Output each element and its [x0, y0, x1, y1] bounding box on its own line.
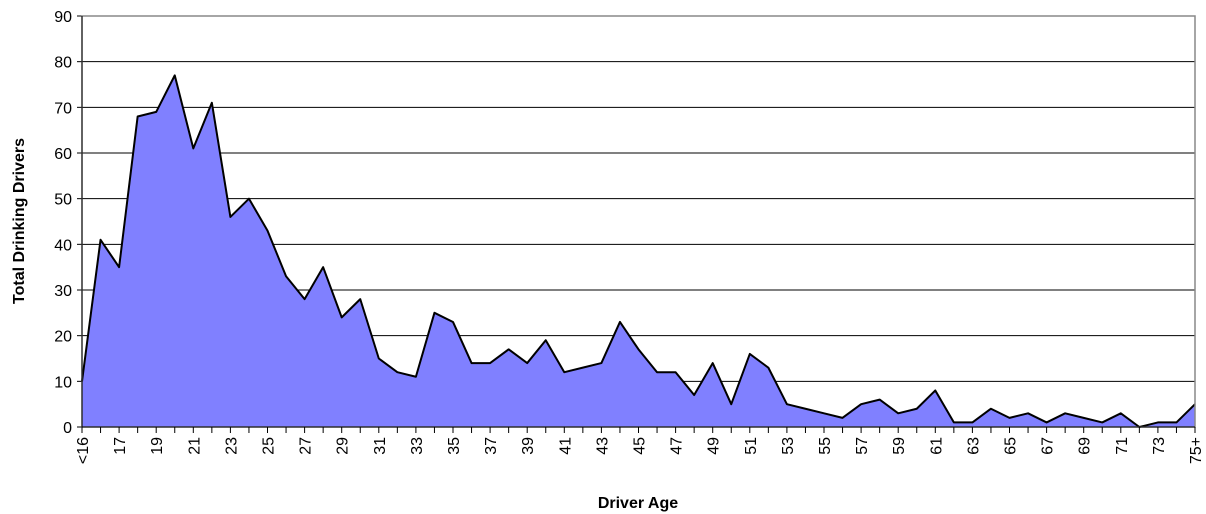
x-tick-label: 19	[149, 437, 166, 455]
x-axis-title: Driver Age	[598, 495, 678, 512]
area	[82, 75, 1195, 427]
y-tick-label: 30	[54, 283, 72, 300]
x-tick-label: 61	[928, 437, 945, 455]
x-tick-label: 41	[557, 437, 574, 455]
x-tick-label: <16	[75, 437, 92, 464]
x-tick-label: 63	[965, 437, 982, 455]
x-tick-label: 47	[669, 437, 686, 455]
area-line	[81, 74, 1196, 428]
x-tick-label: 67	[1040, 437, 1057, 455]
x-tick-label: 55	[817, 437, 834, 455]
x-tick-label: 37	[483, 437, 500, 455]
x-tick-label: 17	[112, 437, 129, 455]
x-tick-label: 33	[409, 437, 426, 455]
x-tick-label: 73	[1151, 437, 1168, 455]
x-tick-label: 35	[446, 437, 463, 455]
y-tick-label: 80	[54, 55, 72, 72]
x-tick-label: 21	[186, 437, 203, 455]
y-tick-label: 20	[54, 329, 72, 346]
x-tick-label: 23	[223, 437, 240, 455]
x-tick-label: 53	[780, 437, 797, 455]
y-tick-label: 10	[54, 374, 72, 391]
x-tick-label: 57	[854, 437, 871, 455]
x-tick-label: 69	[1077, 437, 1094, 455]
x-tick-label: 29	[335, 437, 352, 455]
y-tick-label: 0	[63, 420, 72, 437]
x-tick-label: 51	[743, 437, 760, 455]
y-tick-label: 50	[54, 192, 72, 209]
x-tick-label: 59	[891, 437, 908, 455]
x-tick-label: 71	[1114, 437, 1131, 455]
y-tick-label: 70	[54, 100, 72, 117]
x-tick-label: 45	[632, 437, 649, 455]
x-tick-label: 27	[298, 437, 315, 455]
x-tick-label: 31	[372, 437, 389, 455]
x-tick-label: 39	[520, 437, 537, 455]
x-tick-label: 49	[706, 437, 723, 455]
y-tick-label: 40	[54, 237, 72, 254]
x-tick-label: 65	[1003, 437, 1020, 455]
y-axis-title: Total Drinking Drivers	[11, 138, 28, 304]
y-tick-label: 90	[54, 9, 72, 26]
x-tick-label: 43	[594, 437, 611, 455]
x-tick-label: 25	[261, 437, 278, 455]
x-tick-label: 75+	[1188, 437, 1205, 464]
y-tick-label: 60	[54, 146, 72, 163]
